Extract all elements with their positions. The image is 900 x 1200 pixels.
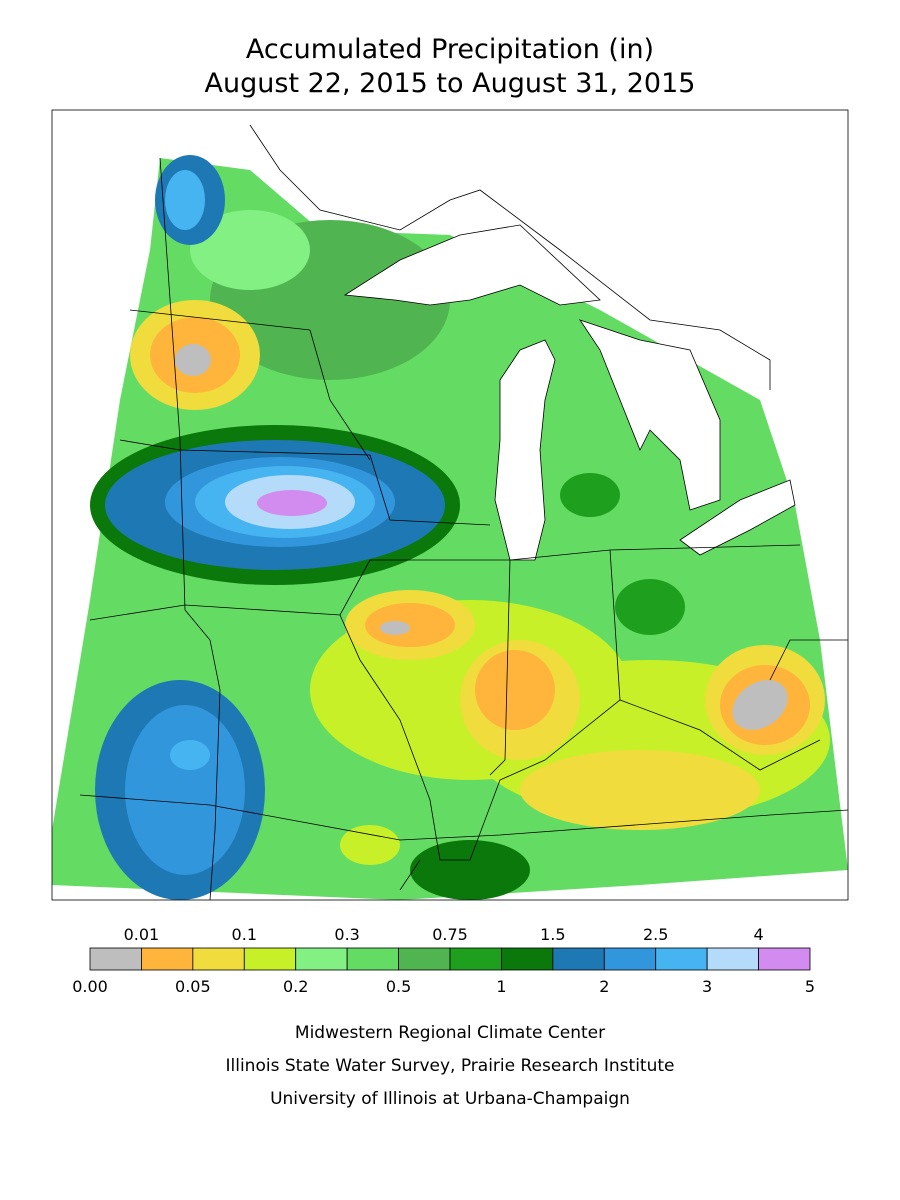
legend-label: 0.75	[432, 925, 468, 944]
credit-line: Illinois State Water Survey, Prairie Res…	[226, 1056, 675, 1076]
title-line: Accumulated Precipitation (in)	[246, 34, 654, 65]
lake	[579, 319, 721, 511]
color-box	[758, 947, 811, 971]
color-box	[655, 947, 708, 971]
color-box	[192, 947, 245, 971]
legend-label: 2	[599, 977, 609, 996]
legend-label: 1	[496, 977, 506, 996]
precip-zone	[165, 170, 205, 230]
legend-label: 2.5	[643, 925, 668, 944]
color-box	[89, 947, 142, 971]
precip-zone	[615, 579, 685, 635]
color-bar: 0.00 0.01 0.05 0.1 0.2 0.3 0.5 0.75 1 1.5 2 2.5 3 4 5	[72, 925, 815, 996]
precip-zone	[520, 750, 760, 830]
color-box	[398, 947, 451, 971]
precip-zone	[475, 650, 555, 730]
state-border	[309, 329, 848, 891]
legend-label: 0.2	[283, 977, 308, 996]
color-box	[706, 947, 759, 971]
land-outline	[249, 124, 771, 390]
precip-zone	[560, 473, 620, 517]
legend-label: 4	[753, 925, 763, 944]
map	[51, 109, 849, 901]
lake	[494, 339, 556, 561]
state-border	[159, 157, 221, 900]
credit-line: University of Illinois at Urbana-Champai…	[270, 1089, 630, 1109]
map-frame	[51, 109, 849, 901]
legend-label: 5	[805, 977, 815, 996]
color-box	[295, 947, 348, 971]
color-box	[243, 947, 297, 971]
precip-zone	[175, 344, 211, 376]
color-box	[603, 947, 657, 971]
precip-zone	[365, 603, 455, 647]
legend-label: 0.01	[124, 925, 160, 944]
legend-label: 0.1	[232, 925, 257, 944]
title-line: August 22, 2015 to August 31, 2015	[205, 68, 696, 99]
precip-zone	[170, 740, 210, 770]
state-border	[79, 549, 848, 841]
precip-zone	[380, 621, 410, 635]
precip-zone	[125, 705, 245, 875]
legend-label: 0.3	[334, 925, 359, 944]
precip-zone	[340, 825, 400, 865]
precip-zone	[410, 840, 530, 900]
legend-label: 3	[702, 977, 712, 996]
state-border	[339, 614, 821, 861]
state-border	[119, 439, 491, 526]
lake	[343, 224, 601, 306]
color-box	[501, 947, 554, 971]
precip-zone	[732, 680, 788, 730]
credit-line: Midwestern Regional Climate Center	[295, 1023, 605, 1043]
legend-label: 0.00	[72, 977, 108, 996]
color-box	[449, 947, 502, 971]
state-border	[129, 309, 311, 331]
precip-zone	[257, 490, 327, 516]
color-box	[552, 947, 605, 971]
color-box	[346, 947, 399, 971]
color-box	[141, 947, 194, 971]
lake	[679, 479, 796, 556]
legend-label: 0.5	[386, 977, 411, 996]
precip-zone	[190, 210, 310, 290]
legend-label: 1.5	[540, 925, 565, 944]
legend-label: 0.05	[175, 977, 211, 996]
